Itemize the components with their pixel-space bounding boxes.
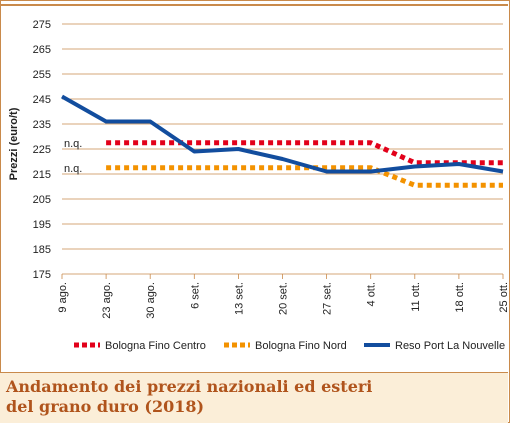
- y-tick-label: 175: [33, 269, 51, 281]
- x-tick-label: 6 set.: [189, 282, 201, 309]
- y-tick-label: 225: [33, 144, 51, 156]
- y-tick-label: 235: [33, 119, 51, 131]
- series-line-bologna-fino-nord: [106, 165, 503, 188]
- legend-label-bologna-fino-nord: Bologna Fino Nord: [255, 340, 347, 352]
- x-tick-label: 9 ago.: [57, 282, 69, 313]
- x-tick-labels: 9 ago. 23 ago. 30 ago. 6 set. 13 set. 20 set.…: [57, 282, 510, 319]
- top-rule: [0, 4, 508, 6]
- price-line-chart: 175 185 195 205 215 225 235 245 255 265 275 9 ago.…: [8, 19, 510, 352]
- x-tick-label: 11 ott.: [410, 282, 422, 312]
- y-tick-label: 255: [33, 69, 51, 81]
- series-layer: [61, 94, 504, 188]
- y-tick-label: 195: [33, 219, 51, 231]
- x-tick-label: 13 set.: [233, 282, 245, 315]
- gridlines: [61, 23, 504, 279]
- y-tick-label: 265: [33, 44, 51, 56]
- legend-label-bologna-fino-centro: Bologna Fino Centro: [105, 340, 206, 352]
- x-tick-label: 23 ago.: [101, 282, 113, 319]
- caption-title-line2: del grano duro (2018): [6, 397, 205, 416]
- y-tick-label: 205: [33, 194, 51, 206]
- y-tick-label: 215: [33, 169, 51, 181]
- y-tick-label: 245: [33, 94, 51, 106]
- x-tick-label: 25 ott.: [498, 282, 510, 313]
- legend: Bologna Fino Centro Bologna Fino Nord Reso…: [74, 340, 505, 352]
- annotations: n.q. n.q.: [64, 138, 82, 175]
- series-line-bologna-fino-centro: [106, 140, 503, 166]
- nq-annotation: n.q.: [64, 163, 82, 175]
- series-line-reso-port-la-nouvelle: [61, 94, 504, 174]
- y-axis-label: Prezzi (euro/t): [8, 107, 20, 180]
- x-tick-label: 20 set.: [278, 282, 290, 315]
- nq-annotation: n.q.: [64, 138, 82, 150]
- x-tick-label: 30 ago.: [145, 282, 157, 319]
- caption-title-line1: Andamento dei prezzi nazionali ed esteri: [6, 377, 373, 396]
- y-tick-label: 185: [33, 244, 51, 256]
- x-tick-label: 4 ott.: [366, 282, 378, 306]
- y-tick-labels: 175 185 195 205 215 225 235 245 255 265 275: [33, 19, 51, 281]
- y-tick-label: 275: [33, 19, 51, 31]
- legend-label-reso-port-la-nouvelle: Reso Port La Nouvelle: [395, 340, 505, 352]
- x-tick-label: 18 ott.: [454, 282, 466, 313]
- caption-box: Andamento dei prezzi nazionali ed esteri…: [0, 372, 508, 423]
- x-tick-label: 27 set.: [322, 282, 334, 315]
